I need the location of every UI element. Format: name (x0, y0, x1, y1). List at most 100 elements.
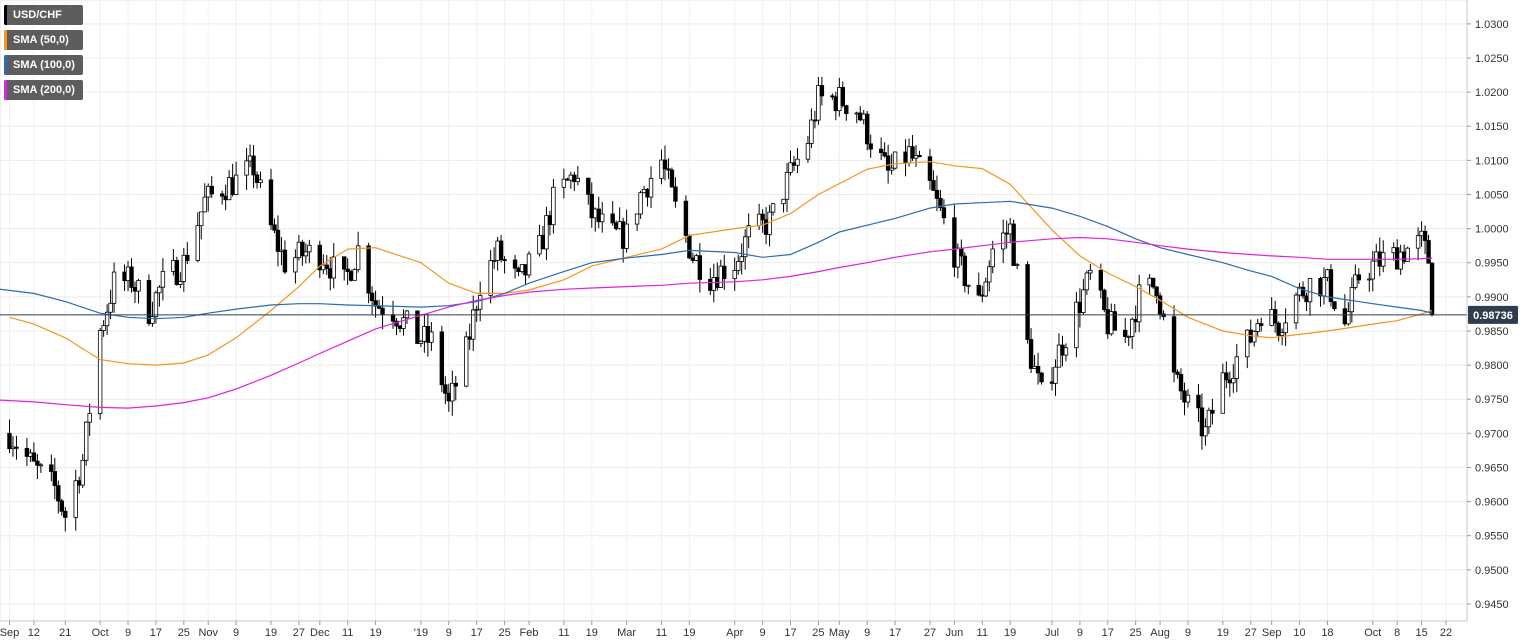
candle-bull (97, 330, 103, 414)
y-tick-label: 0.9850 (1475, 326, 1509, 338)
candle-bull (617, 221, 622, 230)
candle-bull (125, 266, 131, 282)
candle-bear (1028, 339, 1034, 369)
x-tick-label: 17 (889, 627, 901, 639)
y-tick-label: 1.0000 (1475, 224, 1509, 236)
x-tick-label: 9 (125, 627, 131, 639)
candle-bear (547, 215, 553, 226)
candle-bear (858, 112, 863, 121)
candle-bear (369, 292, 375, 302)
y-tick-label: 1.0050 (1475, 189, 1509, 201)
legend-item-sma-100[interactable]: SMA (100,0) (4, 55, 83, 75)
candle-bull (732, 270, 737, 280)
candle-bull (987, 266, 992, 283)
sma-line-1000 (0, 200, 1433, 320)
candle-bear (959, 247, 964, 257)
candle-bear (52, 471, 58, 486)
candle-bear (885, 155, 891, 171)
candle-bear (812, 119, 818, 122)
legend-item-sma-50[interactable]: SMA (50,0) (4, 30, 83, 50)
candle-bear (931, 180, 936, 191)
y-tick-label: 1.0300 (1475, 19, 1509, 31)
candle-bull (593, 208, 598, 219)
candle-bull (80, 459, 85, 486)
candle-bull (28, 452, 33, 457)
candle-bear (1276, 322, 1281, 336)
candle-bull (1053, 366, 1058, 384)
candle-bull (195, 225, 200, 261)
candle-bear (697, 255, 703, 280)
y-tick-label: 0.9700 (1475, 428, 1509, 440)
candle-bull (1321, 277, 1327, 297)
candle-bull (1370, 260, 1375, 280)
y-tick-label: 0.9550 (1475, 531, 1509, 543)
x-tick-label: 25 (498, 627, 510, 639)
candle-bear (1123, 329, 1128, 337)
candle-bull (1234, 356, 1239, 379)
x-tick-label: Sep (1262, 627, 1282, 639)
x-tick-label: 17 (150, 627, 162, 639)
candle-bear (77, 480, 82, 486)
x-tick-label: Feb (520, 627, 539, 639)
candle-bull (157, 286, 162, 294)
legend-item-sma-200[interactable]: SMA (200,0) (4, 80, 83, 100)
candle-bear (1035, 365, 1041, 374)
candle-bull (293, 257, 298, 273)
y-tick-label: 0.9750 (1475, 394, 1509, 406)
candle-bear (1332, 301, 1337, 310)
candle-bull (244, 160, 249, 176)
x-tick-label: 9 (760, 627, 766, 639)
candle-bull (1231, 377, 1236, 384)
candle-bull (1074, 301, 1079, 349)
legend-item-usdchf[interactable]: USD/CHF (4, 5, 83, 25)
candle-bear (596, 208, 601, 223)
candle-bear (882, 152, 887, 157)
candle-bull (1147, 277, 1152, 286)
candle-bear (962, 255, 968, 287)
y-tick-label: 0.9800 (1475, 360, 1509, 372)
candle-bear (1060, 344, 1065, 356)
candle-bear (610, 213, 615, 224)
candle-bull (1084, 272, 1090, 291)
candle-bull (136, 280, 141, 292)
candle-bear (59, 500, 64, 512)
x-tick-label: 15 (1415, 627, 1427, 639)
candle-bear (1077, 301, 1083, 313)
candle-bear (366, 245, 371, 294)
candle-bull (1088, 269, 1093, 274)
candle-bull (404, 310, 410, 319)
candle-bear (502, 259, 507, 262)
candle-bull (1220, 372, 1226, 414)
x-axis: Sep 12 21 Oct 9 17 25 Nov 9 19 27 Dec 11 19 '19 9 17 25 Fe… (0, 620, 1467, 639)
candle-bull (1007, 223, 1013, 235)
candle-bear (185, 254, 190, 261)
candle-bear (819, 85, 825, 97)
current-price-line: 0.98736 (0, 305, 1518, 324)
candle-bull (784, 171, 790, 200)
candle-bear (397, 325, 403, 329)
candle-bear (763, 219, 769, 235)
candle-bear (910, 146, 915, 159)
candle-bear (223, 195, 228, 201)
candle-bear (439, 331, 445, 386)
candle-bull (331, 256, 336, 279)
x-tick-label: 19 (586, 627, 598, 639)
candle-bear (865, 113, 870, 145)
candle-bull (38, 464, 44, 467)
candle-bear (219, 193, 225, 197)
x-tick-label: Mar (617, 627, 636, 639)
candle-bear (1011, 223, 1016, 266)
grid-lines (0, 0, 1468, 622)
candle-bull (401, 317, 406, 329)
candle-bear (1049, 381, 1055, 384)
candle-bull (477, 294, 483, 310)
candle-bear (31, 452, 37, 462)
candle-bear (1154, 286, 1159, 297)
candle-bull (1056, 344, 1062, 368)
candle-bull (805, 143, 811, 160)
candle-bull (450, 382, 455, 402)
candle-bear (1133, 318, 1138, 323)
candle-bull (694, 255, 699, 261)
candle-bull (1129, 318, 1135, 337)
